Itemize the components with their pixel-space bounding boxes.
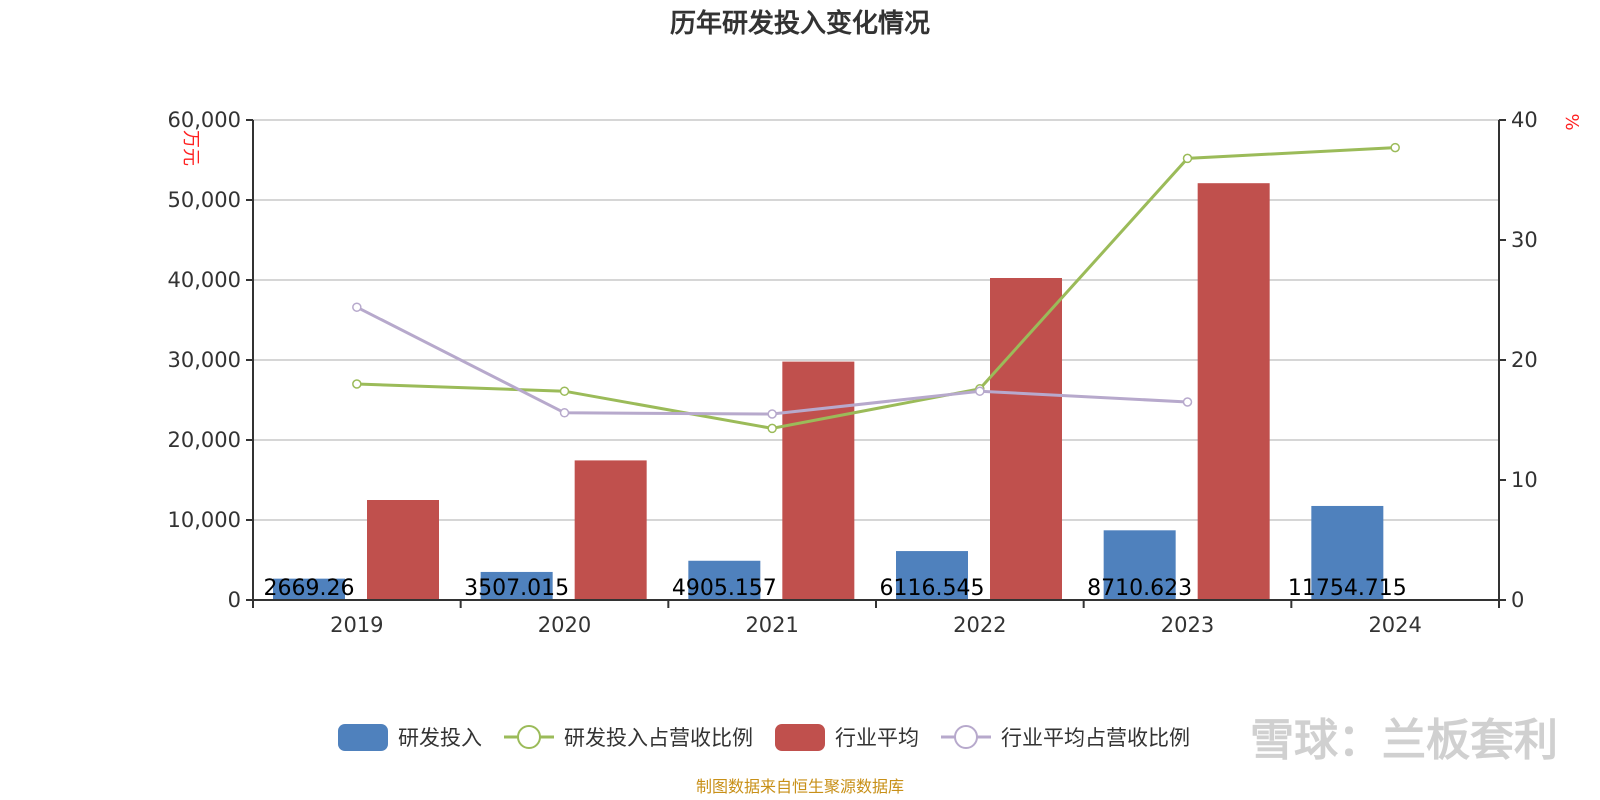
left-tick-label: 10,000 bbox=[168, 508, 241, 532]
bar-industry bbox=[990, 278, 1062, 600]
axes: 0 10,000 20,000 30,000 40,000 50,000 60,000 0 10… bbox=[168, 108, 1538, 637]
left-axis-label: 万元 bbox=[180, 130, 201, 166]
x-tick-label: 2021 bbox=[745, 613, 798, 637]
bar-rd bbox=[1103, 530, 1176, 600]
line-1 bbox=[356, 146, 1396, 430]
data-label: 8710.623 bbox=[1087, 576, 1192, 601]
bar-industry bbox=[574, 460, 647, 600]
right-tick-label: 0 bbox=[1511, 588, 1524, 612]
data-labels: 2669.26 3507.015 4905.157 6116.545 8710.623 1… bbox=[264, 576, 1407, 601]
line-point bbox=[1390, 142, 1400, 153]
line-point bbox=[352, 302, 362, 312]
data-label: 4905.157 bbox=[672, 576, 777, 601]
bar-rd bbox=[896, 551, 968, 600]
line-point bbox=[559, 408, 570, 418]
data-label: 11754.715 bbox=[1288, 576, 1407, 601]
right-tick-label: 30 bbox=[1511, 228, 1538, 252]
x-tick-label: 2024 bbox=[1368, 613, 1421, 637]
x-tick-label: 2022 bbox=[953, 613, 1006, 637]
right-tick-label: 40 bbox=[1511, 108, 1538, 132]
line-point bbox=[352, 379, 362, 389]
data-label: 6116.545 bbox=[880, 576, 985, 601]
line-point bbox=[559, 386, 570, 396]
legend-swatch bbox=[775, 724, 825, 751]
left-tick-label: 20,000 bbox=[168, 428, 241, 452]
bar-rd bbox=[480, 571, 553, 600]
left-tick-label: 40,000 bbox=[168, 268, 241, 292]
legend-swatch bbox=[338, 724, 388, 751]
line-point bbox=[1182, 153, 1193, 164]
data-label: 3507.015 bbox=[464, 576, 569, 601]
legend-marker bbox=[954, 725, 978, 749]
line-point bbox=[767, 423, 777, 434]
legend-label: 研发投入占营收比例 bbox=[564, 726, 753, 750]
legend-marker bbox=[517, 725, 541, 749]
legend-label: 行业平均占营收比例 bbox=[1001, 726, 1190, 750]
line-point bbox=[1182, 397, 1193, 407]
bar-rd bbox=[688, 560, 761, 600]
bar-industry bbox=[782, 361, 855, 600]
legend-label: 研发投入 bbox=[398, 726, 482, 750]
legend-label: 行业平均 bbox=[835, 726, 919, 750]
left-tick-label: 0 bbox=[228, 588, 241, 612]
left-tick-label: 60,000 bbox=[168, 108, 241, 132]
watermark: 雪球：兰板套利 bbox=[1250, 715, 1558, 766]
line-point bbox=[975, 386, 985, 396]
right-tick-label: 10 bbox=[1511, 468, 1538, 492]
right-axis-label: % bbox=[1561, 113, 1582, 130]
left-tick-label: 30,000 bbox=[168, 348, 241, 372]
bar-industry bbox=[367, 500, 439, 600]
x-tick-label: 2020 bbox=[538, 613, 591, 637]
legend: 研发投入 研发投入占营收比例 行业平均 行业平均占营收比例 bbox=[338, 724, 1190, 751]
lines bbox=[352, 142, 1400, 434]
left-tick-label: 50,000 bbox=[168, 188, 241, 212]
x-tick-label: 2023 bbox=[1161, 613, 1214, 637]
grid bbox=[253, 119, 1499, 521]
right-tick-label: 20 bbox=[1511, 348, 1538, 372]
bar-industry bbox=[1197, 183, 1270, 600]
bar-rd bbox=[273, 578, 345, 600]
chart-title: 历年研发投入变化情况 bbox=[670, 8, 930, 39]
bars bbox=[273, 183, 1384, 600]
source-note: 制图数据来自恒生聚源数据库 bbox=[696, 777, 904, 796]
line-point bbox=[767, 409, 777, 419]
bar-rd bbox=[1311, 505, 1384, 600]
data-label: 2669.26 bbox=[264, 576, 355, 601]
x-tick-label: 2019 bbox=[330, 613, 383, 637]
